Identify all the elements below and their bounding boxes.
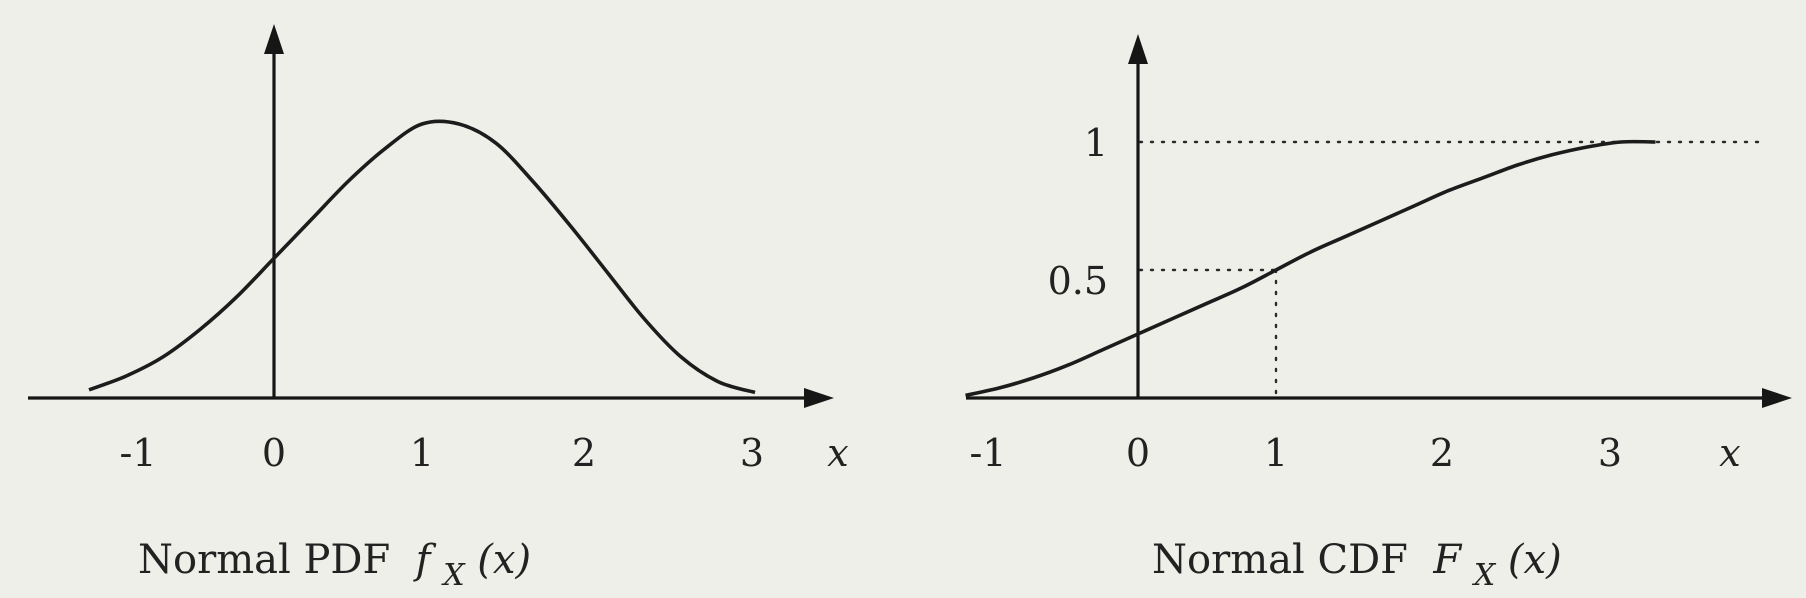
pdf-xtick-label: 1 — [410, 431, 434, 475]
cdf-caption: Normal CDF F X (x) — [1152, 537, 1562, 595]
cdf-caption-arg: (x) — [1508, 537, 1562, 583]
pdf-caption-arg: (x) — [477, 537, 531, 583]
pdf-curve — [88, 119, 756, 395]
cdf-xtick-label: 3 — [1598, 431, 1622, 475]
pdf-xtick-label: 2 — [572, 431, 596, 475]
cdf-caption-func: F — [1432, 537, 1462, 583]
cdf-ytick-label: 0.5 — [1048, 259, 1108, 303]
cdf-reference-lines — [1138, 140, 1762, 398]
cdf-xtick-label: 0 — [1126, 431, 1150, 475]
cdf-xtick-label: 2 — [1430, 431, 1454, 475]
pdf-x-axis-arrow — [804, 388, 834, 408]
pdf-tick-labels: -1 0 1 2 3 — [119, 431, 764, 475]
pdf-caption-func: f — [413, 537, 437, 583]
cdf-xtick-label: -1 — [969, 431, 1006, 475]
cdf-xtick-label: 1 — [1264, 431, 1288, 475]
pdf-caption: Normal PDF f X (x) — [138, 537, 531, 595]
cdf-caption-prefix: Normal CDF — [1152, 537, 1421, 583]
cdf-x-axis-arrow — [1762, 388, 1792, 408]
pdf-xtick-label: 3 — [740, 431, 764, 475]
cdf-caption-sub: X — [1472, 558, 1497, 593]
cdf-y-axis-arrow — [1128, 34, 1148, 64]
pdf-xlabel: x — [827, 431, 848, 475]
pdf-caption-prefix: Normal PDF — [138, 537, 403, 583]
cdf-curve — [965, 139, 1656, 398]
cdf-tick-labels: -1 0 1 2 3 0.5 1 — [969, 121, 1622, 475]
pdf-xtick-label: -1 — [119, 431, 156, 475]
pdf-y-axis-arrow — [264, 24, 284, 54]
pdf-xtick-label: 0 — [262, 431, 286, 475]
cdf-panel: -1 0 1 2 3 0.5 1 x Normal CDF F X (x) — [965, 34, 1792, 595]
cdf-ytick-label: 1 — [1084, 121, 1108, 165]
pdf-panel: -1 0 1 2 3 x Normal PDF f X (x) — [28, 24, 849, 595]
cdf-xlabel: x — [1719, 431, 1740, 475]
pdf-caption-sub: X — [441, 558, 466, 593]
